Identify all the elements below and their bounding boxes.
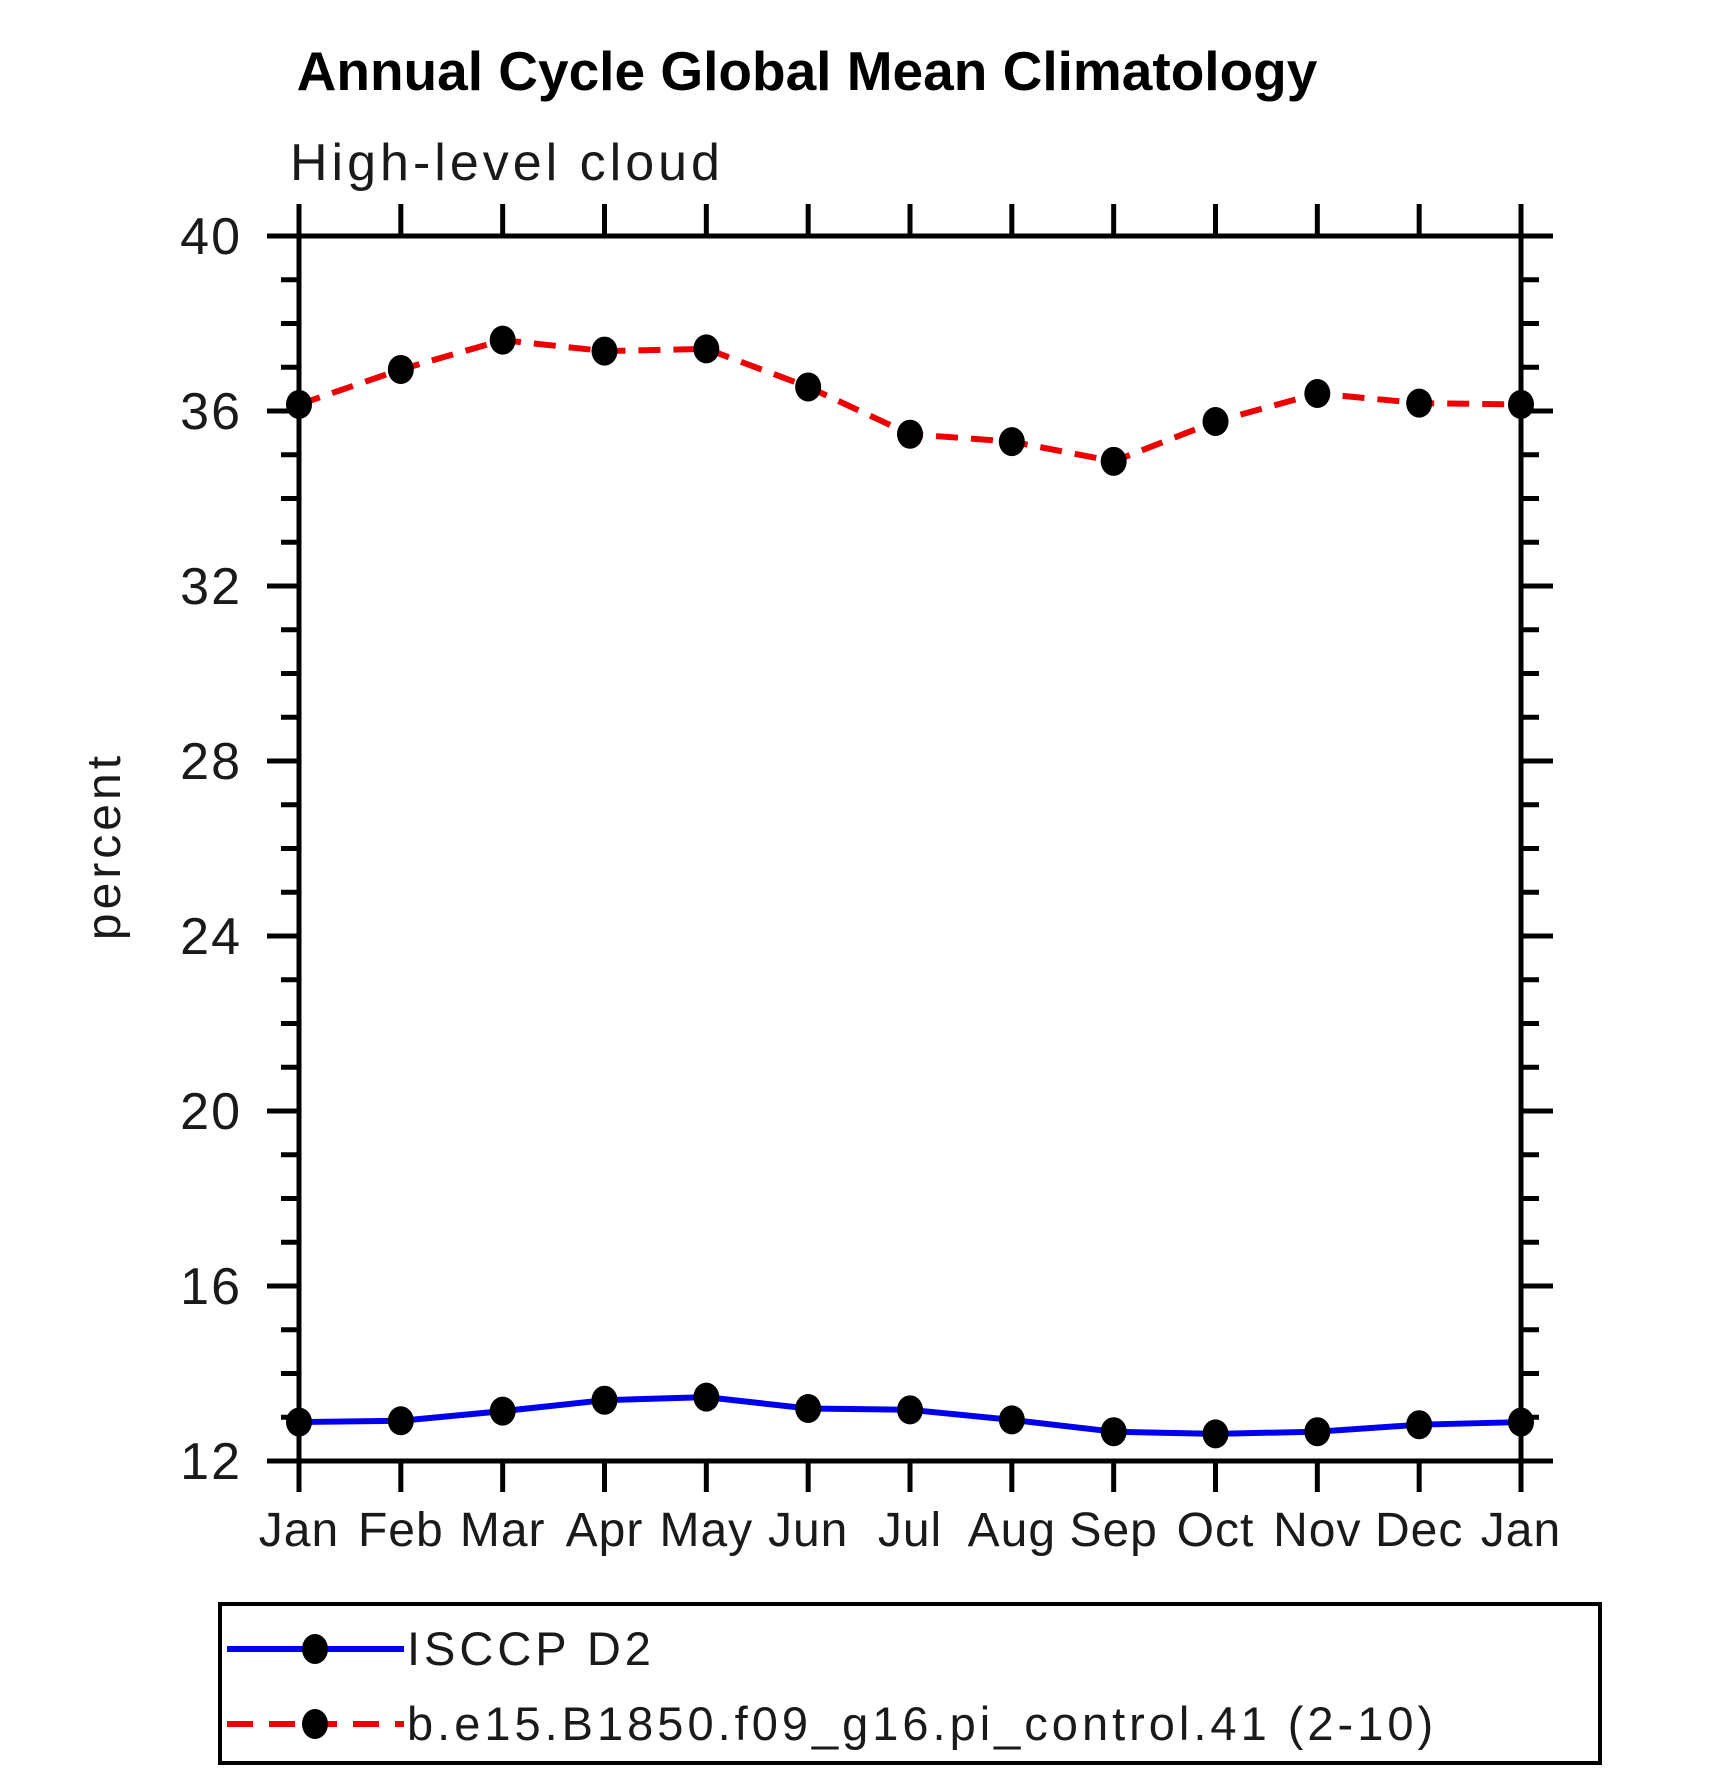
chart-subtitle: High-level cloud [290,134,724,192]
legend-box [218,1602,1602,1765]
y-tick-label: 32 [180,558,242,616]
data-point-s1 [489,325,516,355]
y-tick-label: 40 [180,208,242,266]
data-point-s0 [795,1394,822,1423]
y-tick-label: 16 [180,1258,242,1316]
data-point-s1 [286,389,312,419]
data-point-s1 [795,372,822,402]
plot-area: Jan Feb Mar Apr May Jun Jul Aug Sep Oct Nov Dec Jan 1… [180,204,1561,1557]
data-point-s1 [387,354,414,384]
y-tick-label: 20 [180,1083,242,1141]
x-tick-label: Jul [878,1504,942,1557]
data-point-s0 [489,1396,516,1426]
data-point-s0 [693,1382,720,1412]
y-tick-label: 28 [180,733,242,791]
data-point-s0 [897,1395,923,1425]
data-point-s0 [591,1385,618,1415]
x-tick-label: Jan [1481,1504,1561,1557]
data-point-s1 [1100,446,1127,476]
data-point-s0 [1304,1417,1331,1447]
x-tick-label: Mar [460,1504,546,1557]
chart-title: Annual Cycle Global Mean Climatology [297,40,1318,102]
data-point-s1 [1508,389,1534,419]
y-tick-label: 24 [180,908,242,966]
x-tick-label: Oct [1177,1504,1255,1557]
y-axis-label: percent [78,752,131,940]
data-point-s0 [1508,1407,1534,1437]
data-point-s1 [998,427,1025,457]
legend-label-isccp: ISCCP D2 [407,1622,655,1675]
data-point-s1 [897,419,923,449]
data-point-s0 [1100,1417,1127,1447]
x-tick-label: Dec [1375,1504,1463,1557]
data-point-s0 [1406,1410,1433,1440]
data-point-s1 [1304,379,1331,408]
data-point-s0 [998,1405,1025,1435]
x-tick-label: Jun [768,1504,848,1557]
data-point-s0 [286,1407,312,1437]
legend-sample-marker-isccp [302,1634,328,1664]
x-tick-label: Jan [259,1504,339,1557]
data-point-s0 [1202,1419,1229,1449]
legend: ISCCP D2 b.e15.B1850.f09_g16.pi_control.… [218,1602,1602,1765]
legend-sample-marker-model [302,1709,328,1739]
x-tick-label: May [659,1504,753,1557]
y-tick-label: 36 [180,383,242,441]
x-tick-label: Aug [968,1504,1056,1557]
legend-label-model: b.e15.B1850.f09_g16.pi_control.41 (2-10) [407,1697,1437,1750]
data-point-s1 [591,336,618,366]
data-point-s1 [1202,407,1229,436]
y-tick-label: 12 [180,1433,242,1491]
data-point-s1 [693,334,720,364]
data-point-s0 [387,1406,414,1436]
x-tick-label: Nov [1273,1504,1361,1557]
x-tick-label: Feb [358,1504,444,1557]
x-tick-label: Apr [566,1504,644,1557]
x-tick-label: Sep [1069,1504,1157,1557]
data-point-s1 [1406,388,1433,418]
